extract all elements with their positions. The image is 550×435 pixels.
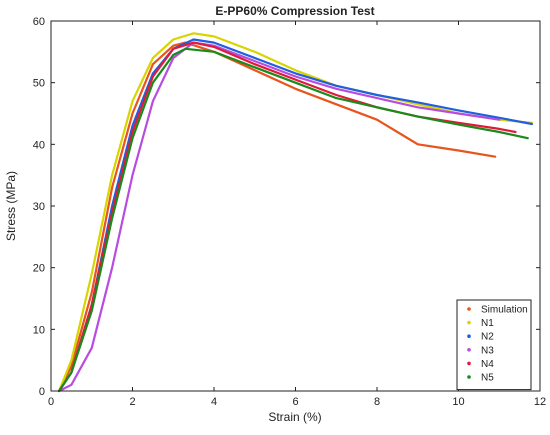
x-tick-label: 4	[211, 396, 217, 408]
y-tick-label: 0	[39, 386, 45, 398]
legend-label-n3: N3	[481, 345, 494, 356]
legend: Simulation N1 N2 N3 N4 N5	[456, 299, 532, 391]
y-tick-label: 40	[33, 139, 45, 151]
legend-box	[456, 299, 532, 391]
x-tick-label: 0	[48, 396, 54, 408]
x-tick-label: 6	[292, 396, 298, 408]
series-line-n5	[58, 47, 529, 393]
legend-label-n2: N2	[481, 332, 494, 343]
legend-label-simulation: Simulation	[481, 305, 528, 316]
legend-label-n1: N1	[481, 318, 494, 329]
x-tick-label: 8	[374, 396, 380, 408]
y-tick-label: 30	[33, 201, 45, 213]
series-line-n1	[58, 32, 533, 393]
y-tick-label: 20	[33, 263, 45, 275]
legend-marker-n3	[467, 348, 471, 352]
legend-marker-simulation	[467, 307, 471, 311]
y-tick-label: 10	[33, 324, 45, 336]
legend-label-n4: N4	[481, 359, 494, 370]
x-tick-label: 2	[129, 396, 135, 408]
y-tick-label: 60	[33, 16, 45, 28]
y-axis-label: Stress (MPa)	[4, 171, 18, 241]
legend-marker-n5	[467, 375, 471, 379]
y-tick-label: 50	[33, 78, 45, 90]
legend-marker-n2	[467, 334, 471, 339]
x-tick-label: 10	[452, 396, 464, 408]
legend-marker-n1	[467, 320, 471, 325]
x-tick-label: 12	[534, 396, 546, 408]
legend-label-n5: N5	[481, 373, 494, 384]
legend-marker-n4	[467, 361, 471, 366]
series-layer	[58, 32, 533, 393]
chart-title: E-PP60% Compression Test	[215, 4, 374, 18]
x-axis-label: Strain (%)	[268, 410, 321, 424]
